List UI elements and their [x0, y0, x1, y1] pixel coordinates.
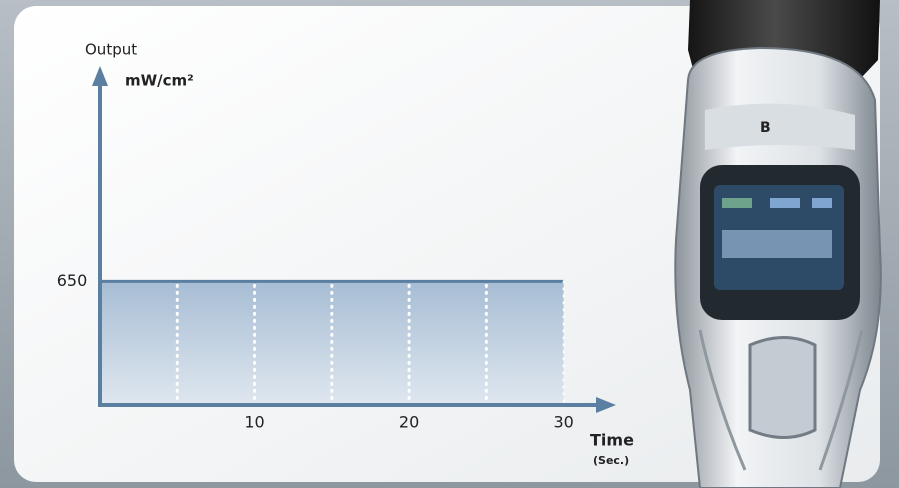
x-tick-label: 20 [399, 413, 419, 432]
x-axis-arrow [596, 397, 616, 413]
y-axis-arrow [92, 66, 108, 86]
x-tick-label: 10 [244, 413, 264, 432]
x-axis-unit: (Sec.) [593, 454, 629, 467]
x-axis-label: Time [590, 431, 634, 450]
x-tick-label: 30 [553, 413, 573, 432]
y-tick-label: 650 [57, 271, 88, 290]
plot-area: 650 10 20 30 [57, 66, 616, 432]
y-axis-label: Output [85, 41, 137, 59]
y-axis-unit: mW/cm² [125, 72, 194, 90]
device-logo: B [760, 120, 771, 136]
device: B [674, 0, 882, 488]
